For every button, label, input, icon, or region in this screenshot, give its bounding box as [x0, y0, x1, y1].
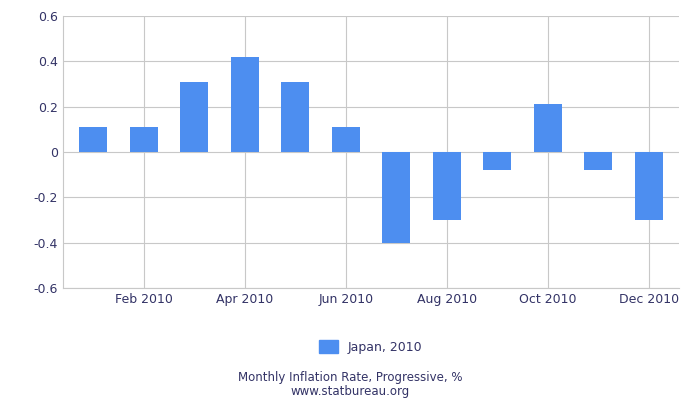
Bar — [433, 152, 461, 220]
Bar — [231, 57, 259, 152]
Bar — [635, 152, 663, 220]
Bar — [534, 104, 561, 152]
Text: www.statbureau.org: www.statbureau.org — [290, 385, 410, 398]
Bar — [382, 152, 410, 243]
Bar — [584, 152, 612, 170]
Bar — [181, 82, 208, 152]
Bar — [79, 127, 107, 152]
Bar — [332, 127, 360, 152]
Bar — [130, 127, 158, 152]
Text: Monthly Inflation Rate, Progressive, %: Monthly Inflation Rate, Progressive, % — [238, 372, 462, 384]
Bar — [483, 152, 511, 170]
Legend: Japan, 2010: Japan, 2010 — [314, 335, 428, 359]
Bar — [281, 82, 309, 152]
